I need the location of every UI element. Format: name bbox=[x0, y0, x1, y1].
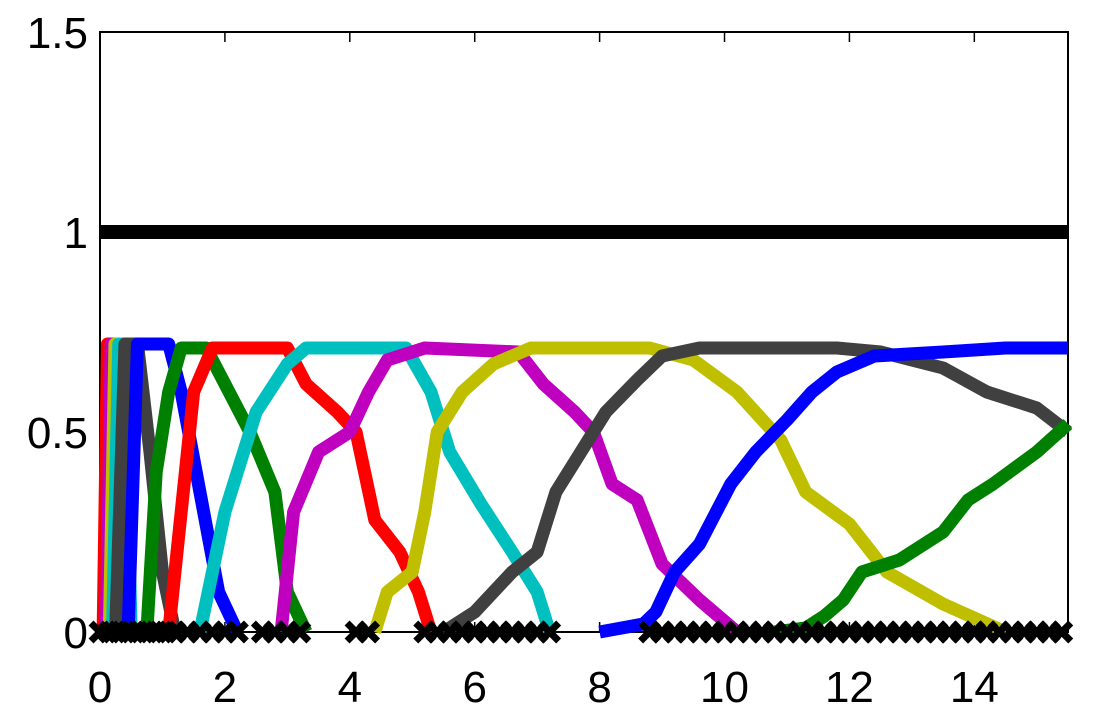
plot-frame bbox=[99, 31, 1069, 633]
series-line bbox=[439, 341, 1072, 638]
x-tick-label: 10 bbox=[700, 663, 749, 712]
series-line bbox=[193, 341, 556, 634]
x-tick-label: 4 bbox=[338, 663, 362, 712]
x-tick-label: 12 bbox=[825, 663, 874, 712]
x-marker bbox=[1050, 620, 1074, 644]
x-marker bbox=[538, 620, 562, 644]
x-marker bbox=[357, 620, 381, 644]
x-tick-label: 0 bbox=[88, 663, 112, 712]
x-tick-label: 14 bbox=[950, 663, 999, 712]
y-tick-label: 1.5 bbox=[27, 9, 88, 58]
y-tick-label: 0 bbox=[64, 609, 88, 658]
series-line bbox=[162, 341, 438, 634]
y-tick-label: 0.5 bbox=[27, 409, 88, 458]
x-tick-label: 8 bbox=[587, 663, 611, 712]
series-line bbox=[121, 337, 244, 635]
x-tick-label: 2 bbox=[213, 663, 237, 712]
series-line bbox=[140, 341, 312, 635]
series-line bbox=[274, 341, 742, 637]
series-line bbox=[773, 419, 1073, 639]
series-line bbox=[598, 341, 1068, 639]
y-tick-label: 1 bbox=[64, 209, 88, 258]
x-tick-label: 6 bbox=[462, 663, 486, 712]
plot-area bbox=[88, 225, 1074, 644]
series-line bbox=[109, 337, 182, 634]
x-marker bbox=[225, 620, 249, 644]
x-marker bbox=[288, 620, 312, 644]
series-line bbox=[368, 341, 1009, 638]
